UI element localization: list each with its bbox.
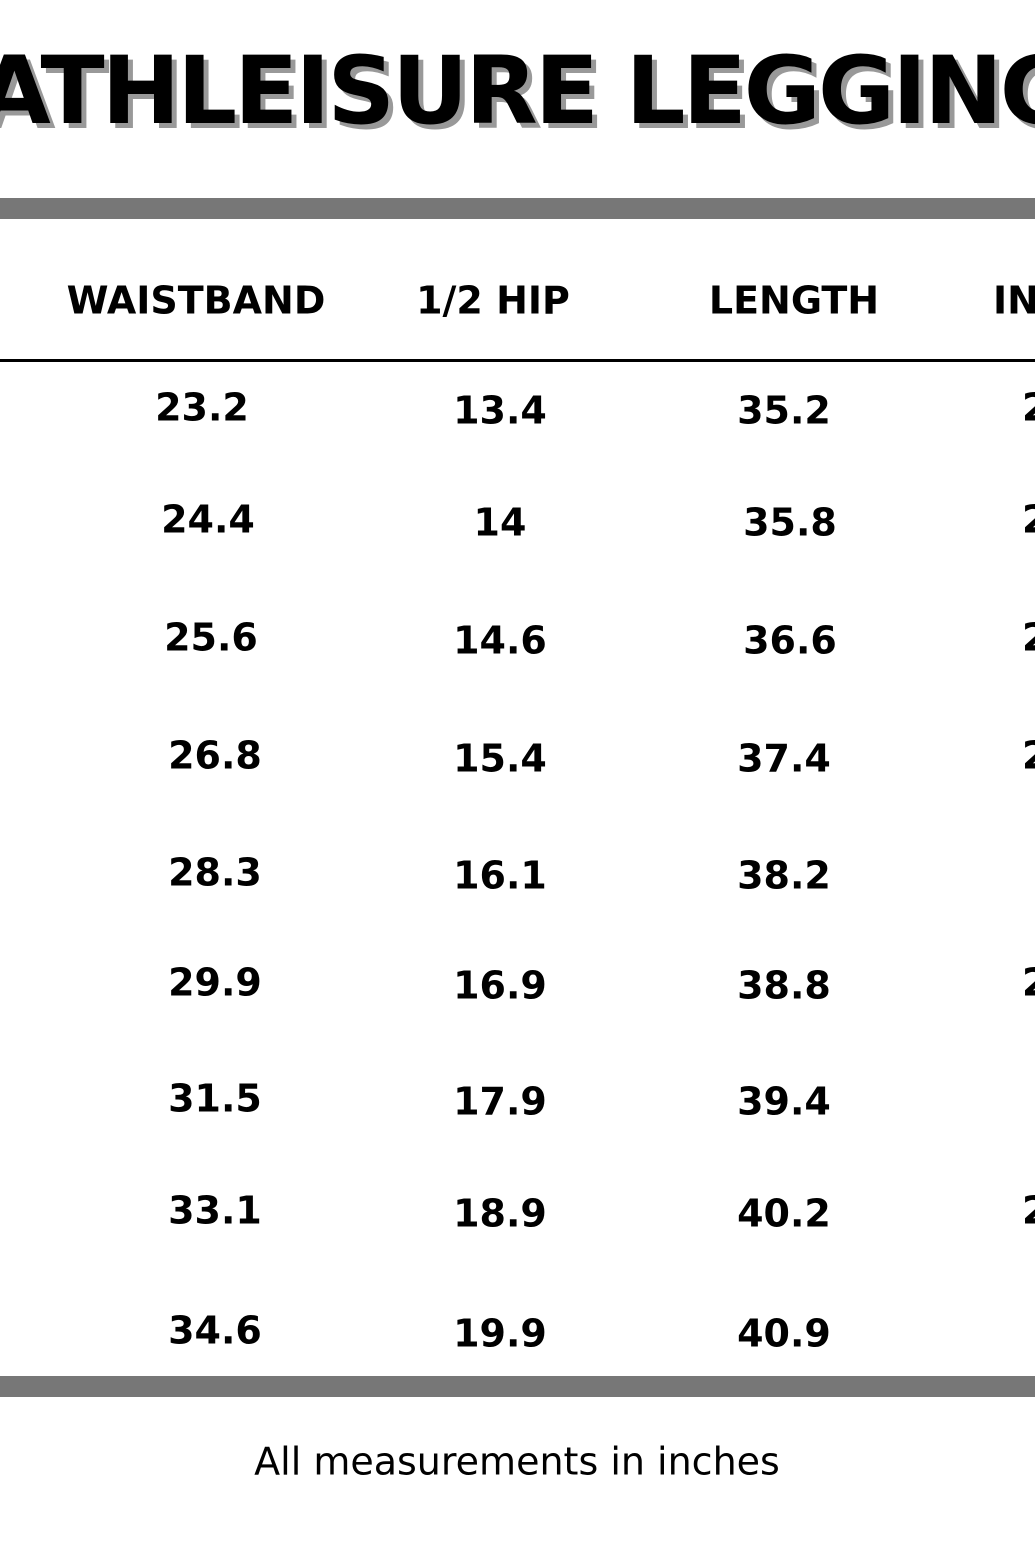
header-rule (0, 359, 1035, 362)
table-cell: 29.9 (168, 961, 262, 1005)
table-cell: 34.6 (168, 1309, 262, 1353)
table-cell: 2 (1022, 386, 1035, 430)
table-cell: 25.6 (164, 616, 258, 660)
table-cell: 33.1 (168, 1189, 262, 1233)
table-cell: 2 (1022, 961, 1035, 1005)
table-cell: 37.4 (737, 737, 831, 781)
bottom-bar (0, 1376, 1035, 1397)
footer-note: All measurements in inches (254, 1440, 780, 1484)
table-cell: 35.8 (743, 501, 837, 545)
table-cell: 17.9 (453, 1080, 547, 1124)
table-cell: 14.6 (453, 619, 547, 663)
column-header: IN (993, 279, 1035, 323)
table-cell: 2 (1022, 734, 1035, 778)
table-cell: 18.9 (453, 1192, 547, 1236)
table-cell: 38.8 (737, 964, 831, 1008)
table-cell: 16.9 (453, 964, 547, 1008)
table-cell: 36.6 (743, 619, 837, 663)
table-cell: 19.9 (453, 1312, 547, 1356)
table-cell: 24.4 (161, 498, 255, 542)
table-cell: 39.4 (737, 1080, 831, 1124)
column-header: 1/2 HIP (416, 279, 570, 323)
table-cell: 31.5 (168, 1077, 262, 1121)
table-cell: 2 (1022, 1189, 1035, 1233)
table-cell: 13.4 (453, 389, 547, 433)
table-cell: 16.1 (453, 854, 547, 898)
top-bar (0, 198, 1035, 219)
table-cell: 15.4 (453, 737, 547, 781)
title: ATHLEISURE LEGGING (0, 37, 1035, 146)
table-cell: 26.8 (168, 734, 262, 778)
column-header: WAISTBAND (67, 279, 326, 323)
table-cell: 14 (474, 501, 527, 545)
column-header: LENGTH (709, 279, 879, 323)
table-cell: 40.2 (737, 1192, 831, 1236)
table-cell: 23.2 (155, 386, 249, 430)
table-cell: 40.9 (737, 1312, 831, 1356)
table-cell: 38.2 (737, 854, 831, 898)
table-cell: 2 (1022, 498, 1035, 542)
table-cell: 35.2 (737, 389, 831, 433)
table-cell: 28.3 (168, 851, 262, 895)
table-cell: 2 (1022, 616, 1035, 660)
